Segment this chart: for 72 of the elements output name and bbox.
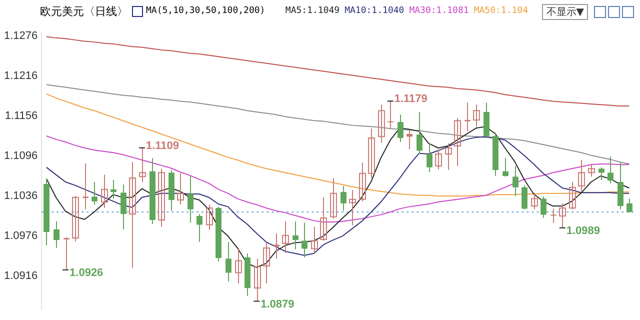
candlestick — [72, 196, 79, 242]
y-tick-label: 1.1156 — [4, 110, 38, 122]
candlestick — [569, 182, 576, 210]
candlestick — [82, 162, 88, 210]
candlestick — [578, 159, 585, 192]
candlestick — [188, 176, 194, 224]
candlestick — [235, 248, 242, 284]
candlestick — [320, 196, 327, 242]
candlestick — [158, 168, 165, 228]
y-tick-label: 1.1276 — [4, 30, 38, 42]
text: MA(5,10,30,50,100,200) — [146, 6, 266, 16]
candlestick — [435, 148, 442, 170]
y-tick-label: 1.0976 — [4, 230, 38, 242]
y-tick-label: 1.1036 — [4, 190, 38, 202]
candlestick — [426, 142, 432, 172]
candlestick — [177, 172, 184, 206]
candlestick — [263, 242, 270, 284]
candlestick — [522, 184, 528, 210]
y-tick-label: 1.1096 — [4, 150, 38, 162]
candlestick — [302, 222, 308, 258]
candlestick — [608, 156, 614, 184]
candlestick — [282, 220, 289, 254]
candlestick — [340, 186, 346, 212]
candlestick — [196, 214, 202, 243]
candlestick — [92, 182, 98, 206]
text: 不显示▼ — [542, 4, 588, 20]
candlestick — [598, 166, 604, 181]
chart-title: 欧元美元〈日线〉 — [40, 4, 128, 18]
candlestick — [512, 166, 518, 197]
text: MA30:1.1081 — [409, 6, 469, 16]
annotation: 1.1109 — [146, 140, 180, 152]
candlestick — [588, 164, 595, 178]
candlestick — [502, 157, 508, 178]
candlestick — [206, 204, 213, 231]
candlestick — [626, 198, 632, 214]
candlestick — [349, 190, 356, 226]
candlestick — [54, 220, 60, 249]
candlestick — [559, 202, 566, 228]
candlestick — [101, 174, 108, 209]
y-tick-label: 1.0916 — [4, 270, 38, 282]
candlestick — [388, 100, 394, 130]
candlestick — [540, 196, 546, 219]
text: MA5:1.1049 — [285, 6, 340, 16]
y-tick-label: 1.1216 — [4, 70, 38, 82]
candlestick — [531, 192, 538, 210]
candlestick — [292, 220, 298, 250]
candlestick — [473, 104, 480, 128]
annotation: 1.0926 — [70, 266, 104, 279]
text: MA10:1.1040 — [344, 6, 404, 16]
candlestick — [120, 184, 126, 230]
candlestick — [416, 111, 422, 154]
candlestick — [368, 128, 375, 179]
annotation: 1.1179 — [394, 93, 428, 106]
candlestick — [311, 226, 318, 254]
annotation: 1.0989 — [566, 224, 600, 237]
candlestick — [64, 236, 70, 270]
candlestick — [378, 104, 385, 144]
candlestick — [550, 208, 556, 224]
candlestick — [464, 102, 470, 132]
candlestick — [359, 162, 366, 202]
annotation: 1.0879 — [260, 298, 294, 310]
candlestick — [398, 114, 404, 142]
candlestick — [406, 129, 412, 150]
candlestick — [129, 161, 136, 269]
candlestick — [226, 242, 232, 282]
candlestick — [274, 232, 280, 260]
candlestick — [139, 146, 146, 183]
text: MA50:1.104 — [474, 6, 528, 16]
candlestick — [330, 178, 337, 220]
candlestick — [110, 180, 116, 200]
candlestick — [454, 117, 461, 166]
candlestick — [445, 142, 452, 170]
